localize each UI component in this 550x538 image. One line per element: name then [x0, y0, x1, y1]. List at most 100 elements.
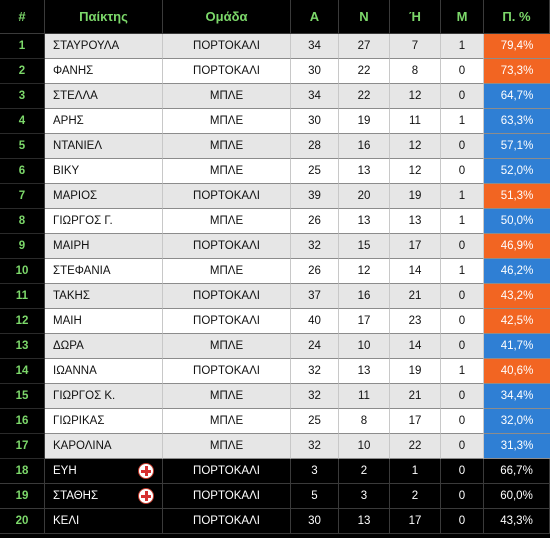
table-row: 4 ΑΡΗΣ ΜΠΛΕ 30 19 11 1 63,3% — [0, 109, 550, 134]
losses-cell: 1 — [390, 459, 441, 484]
rank-cell: 1 — [0, 34, 45, 59]
player-name: ΜΑΡΙΟΣ — [53, 190, 98, 202]
m-cell: 0 — [441, 434, 484, 459]
player-name-cell: ΝΤΑΝΙΕΛ — [45, 134, 163, 159]
m-cell: 1 — [441, 109, 484, 134]
header-rank[interactable]: # — [0, 0, 45, 34]
win-percentage-cell: 40,6% — [484, 359, 550, 384]
rank-cell: 12 — [0, 309, 45, 334]
player-name: ΣΤΑΘΗΣ — [53, 490, 99, 502]
m-cell: 0 — [441, 334, 484, 359]
team-cell: ΠΟΡΤΟΚΑΛΙ — [163, 59, 291, 84]
player-name-cell: ΓΙΩΡΓΟΣ Κ. — [45, 384, 163, 409]
losses-cell: 2 — [390, 484, 441, 509]
table-row: 7 ΜΑΡΙΟΣ ΠΟΡΤΟΚΑΛΙ 39 20 19 1 51,3% — [0, 184, 550, 209]
player-name: ΒΙΚΥ — [53, 165, 80, 177]
team-cell: ΠΟΡΤΟΚΑΛΙ — [163, 34, 291, 59]
player-name-cell: ΑΡΗΣ — [45, 109, 163, 134]
m-cell: 1 — [441, 359, 484, 384]
team-cell: ΜΠΛΕ — [163, 384, 291, 409]
team-cell: ΠΟΡΤΟΚΑΛΙ — [163, 459, 291, 484]
matches-cell: 26 — [291, 209, 339, 234]
losses-cell: 17 — [390, 234, 441, 259]
matches-cell: 30 — [291, 59, 339, 84]
player-name-cell: ΔΩΡΑ — [45, 334, 163, 359]
win-percentage-cell: 73,3% — [484, 59, 550, 84]
player-name: ΑΡΗΣ — [53, 115, 84, 127]
rank-cell: 6 — [0, 159, 45, 184]
player-name: ΜΑΙΗ — [53, 315, 82, 327]
player-name-cell: ΕΥΗ — [45, 459, 163, 484]
win-percentage-cell: 43,2% — [484, 284, 550, 309]
matches-cell: 34 — [291, 84, 339, 109]
team-cell: ΜΠΛΕ — [163, 409, 291, 434]
win-percentage-cell: 41,7% — [484, 334, 550, 359]
table-row: 12 ΜΑΙΗ ΠΟΡΤΟΚΑΛΙ 40 17 23 0 42,5% — [0, 309, 550, 334]
losses-cell: 14 — [390, 259, 441, 284]
m-cell: 0 — [441, 59, 484, 84]
header-team[interactable]: Ομάδα — [163, 0, 291, 34]
team-cell: ΜΠΛΕ — [163, 159, 291, 184]
rank-cell: 10 — [0, 259, 45, 284]
losses-cell: 21 — [390, 284, 441, 309]
player-name: ΕΥΗ — [53, 465, 77, 477]
rank-cell: 15 — [0, 384, 45, 409]
win-percentage-cell: 66,7% — [484, 459, 550, 484]
header-matches[interactable]: Α — [291, 0, 339, 34]
player-name-cell: ΒΙΚΥ — [45, 159, 163, 184]
m-cell: 0 — [441, 84, 484, 109]
header-m[interactable]: Μ — [441, 0, 484, 34]
rank-cell: 11 — [0, 284, 45, 309]
player-name-cell: ΤΑΚΗΣ — [45, 284, 163, 309]
header-losses[interactable]: Ή — [390, 0, 441, 34]
losses-cell: 7 — [390, 34, 441, 59]
matches-cell: 30 — [291, 509, 339, 534]
player-name-cell: ΜΑΙΡΗ — [45, 234, 163, 259]
m-cell: 0 — [441, 134, 484, 159]
header-win-percentage[interactable]: Π. % — [484, 0, 550, 34]
rank-cell: 16 — [0, 409, 45, 434]
m-cell: 0 — [441, 309, 484, 334]
header-player[interactable]: Παίκτης — [45, 0, 163, 34]
m-cell: 0 — [441, 384, 484, 409]
team-cell: ΜΠΛΕ — [163, 334, 291, 359]
matches-cell: 37 — [291, 284, 339, 309]
m-cell: 0 — [441, 409, 484, 434]
rank-cell: 14 — [0, 359, 45, 384]
table-row: 1 ΣΤΑΥΡΟΥΛΑ ΠΟΡΤΟΚΑΛΙ 34 27 7 1 79,4% — [0, 34, 550, 59]
header-wins[interactable]: Ν — [339, 0, 390, 34]
win-percentage-cell: 51,3% — [484, 184, 550, 209]
player-name-cell: ΜΑΡΙΟΣ — [45, 184, 163, 209]
player-name: ΣΤΑΥΡΟΥΛΑ — [53, 40, 120, 52]
player-name-cell: ΣΤΕΛΛΑ — [45, 84, 163, 109]
rank-cell: 4 — [0, 109, 45, 134]
matches-cell: 24 — [291, 334, 339, 359]
wins-cell: 13 — [339, 509, 390, 534]
win-percentage-cell: 50,0% — [484, 209, 550, 234]
table-row: 8 ΓΙΩΡΓΟΣ Γ. ΜΠΛΕ 26 13 13 1 50,0% — [0, 209, 550, 234]
losses-cell: 12 — [390, 134, 441, 159]
losses-cell: 12 — [390, 84, 441, 109]
rank-cell: 13 — [0, 334, 45, 359]
wins-cell: 22 — [339, 84, 390, 109]
table-row: 15 ΓΙΩΡΓΟΣ Κ. ΜΠΛΕ 32 11 21 0 34,4% — [0, 384, 550, 409]
player-name-cell: ΚΕΛΙ — [45, 509, 163, 534]
team-cell: ΠΟΡΤΟΚΑΛΙ — [163, 359, 291, 384]
player-name: ΦΑΝΗΣ — [53, 65, 94, 77]
player-name-cell: ΓΙΩΡΙΚΑΣ — [45, 409, 163, 434]
win-percentage-cell: 79,4% — [484, 34, 550, 59]
m-cell: 1 — [441, 259, 484, 284]
table-row: 13 ΔΩΡΑ ΜΠΛΕ 24 10 14 0 41,7% — [0, 334, 550, 359]
header-row: # Παίκτης Ομάδα Α Ν Ή Μ Π. % — [0, 0, 550, 34]
wins-cell: 10 — [339, 434, 390, 459]
table-row: 14 ΙΩΑΝΝΑ ΠΟΡΤΟΚΑΛΙ 32 13 19 1 40,6% — [0, 359, 550, 384]
matches-cell: 25 — [291, 159, 339, 184]
player-name: ΣΤΕΦΑΝΙΑ — [53, 265, 111, 277]
player-name-cell: ΙΩΑΝΝΑ — [45, 359, 163, 384]
matches-cell: 5 — [291, 484, 339, 509]
team-cell: ΜΠΛΕ — [163, 209, 291, 234]
wins-cell: 13 — [339, 209, 390, 234]
team-cell: ΜΠΛΕ — [163, 109, 291, 134]
losses-cell: 22 — [390, 434, 441, 459]
